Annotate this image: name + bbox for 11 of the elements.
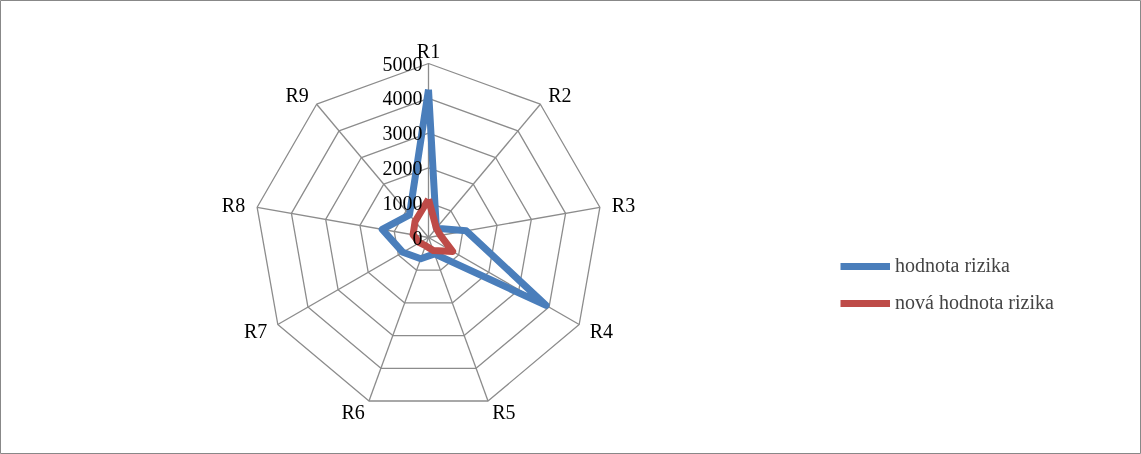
legend-label: nová hodnota rizika — [895, 291, 1054, 314]
y-tick-label: 4000 — [382, 87, 423, 110]
spoke-label: R7 — [243, 319, 268, 342]
spoke-label: R2 — [548, 83, 572, 106]
spoke-label: R4 — [589, 319, 614, 342]
spoke-label: R3 — [611, 194, 636, 217]
spoke-label: R9 — [285, 83, 309, 106]
spoke-label: R5 — [492, 401, 516, 424]
legend-label: hodnota rizika — [895, 254, 1010, 277]
spoke-label: R6 — [341, 401, 365, 424]
spoke-label: R8 — [221, 194, 246, 217]
